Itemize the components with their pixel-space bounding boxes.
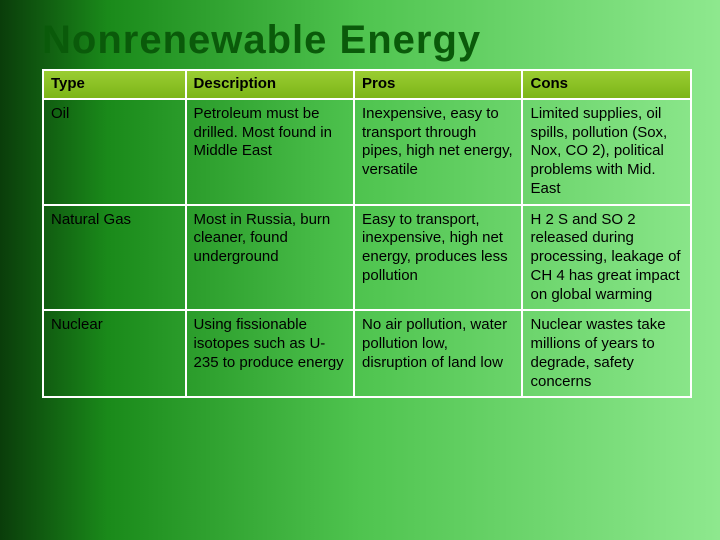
cell-description: Using fissionable isotopes such as U-235… [186, 310, 354, 397]
table-row: Natural Gas Most in Russia, burn cleaner… [43, 205, 691, 311]
table-row: Oil Petroleum must be drilled. Most foun… [43, 99, 691, 205]
header-cons: Cons [522, 70, 691, 99]
cell-pros: No air pollution, water pollution low, d… [354, 310, 522, 397]
cell-description: Petroleum must be drilled. Most found in… [186, 99, 354, 205]
cell-type: Oil [43, 99, 186, 205]
cell-type: Nuclear [43, 310, 186, 397]
cell-cons: Nuclear wastes take millions of years to… [522, 310, 691, 397]
table-header-row: Type Description Pros Cons [43, 70, 691, 99]
page-title: Nonrenewable Energy [42, 18, 692, 63]
table-row: Nuclear Using fissionable isotopes such … [43, 310, 691, 397]
header-pros: Pros [354, 70, 522, 99]
cell-cons: H 2 S and SO 2 released during processin… [522, 205, 691, 311]
energy-table: Type Description Pros Cons Oil Petroleum… [42, 69, 692, 398]
header-type: Type [43, 70, 186, 99]
cell-pros: Inexpensive, easy to transport through p… [354, 99, 522, 205]
cell-cons: Limited supplies, oil spills, pollution … [522, 99, 691, 205]
cell-pros: Easy to transport, inexpensive, high net… [354, 205, 522, 311]
cell-description: Most in Russia, burn cleaner, found unde… [186, 205, 354, 311]
cell-type: Natural Gas [43, 205, 186, 311]
header-description: Description [186, 70, 354, 99]
